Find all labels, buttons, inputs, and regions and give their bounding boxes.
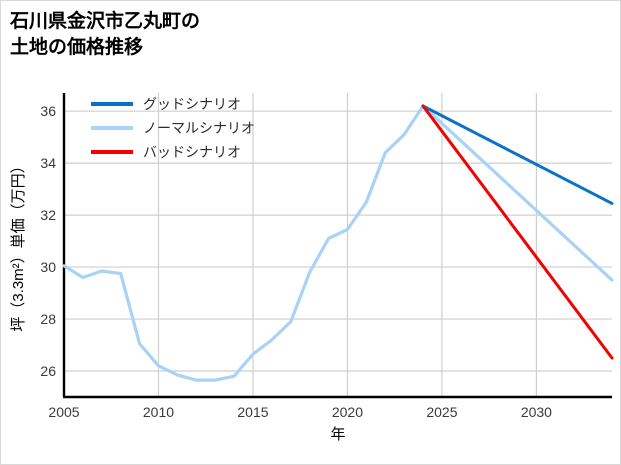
y-axis-tick: 34 [40,155,56,171]
x-axis-tick: 2005 [48,404,79,420]
x-axis-tick-labels: 2005 2010 2015 2020 2025 2030 [48,404,552,420]
x-axis-tick: 2025 [426,404,457,420]
y-axis-tick: 30 [40,259,56,275]
legend-label: バッドシナリオ [143,144,241,160]
page-title: 石川県金沢市乙丸町の 土地の価格推移 [10,11,201,59]
y-axis-title: 坪（3.3m²）単価（万円） [10,158,27,331]
legend-label: ノーマルシナリオ [143,120,255,136]
x-axis-tick: 2015 [237,404,268,420]
x-axis-title: 年 [330,426,345,443]
series-line [62,104,614,382]
y-axis-tick-labels: 26 28 30 32 34 36 [40,103,56,379]
y-axis-tick: 26 [40,363,56,379]
x-axis-tick: 2020 [332,404,363,420]
y-axis-tick: 28 [40,311,56,327]
plot-frame [62,93,612,399]
data-series-group [62,104,614,382]
y-axis-tick: 32 [40,207,56,223]
legend-label: グッドシナリオ [143,96,241,112]
x-axis-tick: 2010 [143,404,174,420]
y-axis-tick: 36 [40,103,56,119]
x-axis-tick: 2030 [521,404,552,420]
series-line [421,104,614,360]
series-line [421,104,614,205]
